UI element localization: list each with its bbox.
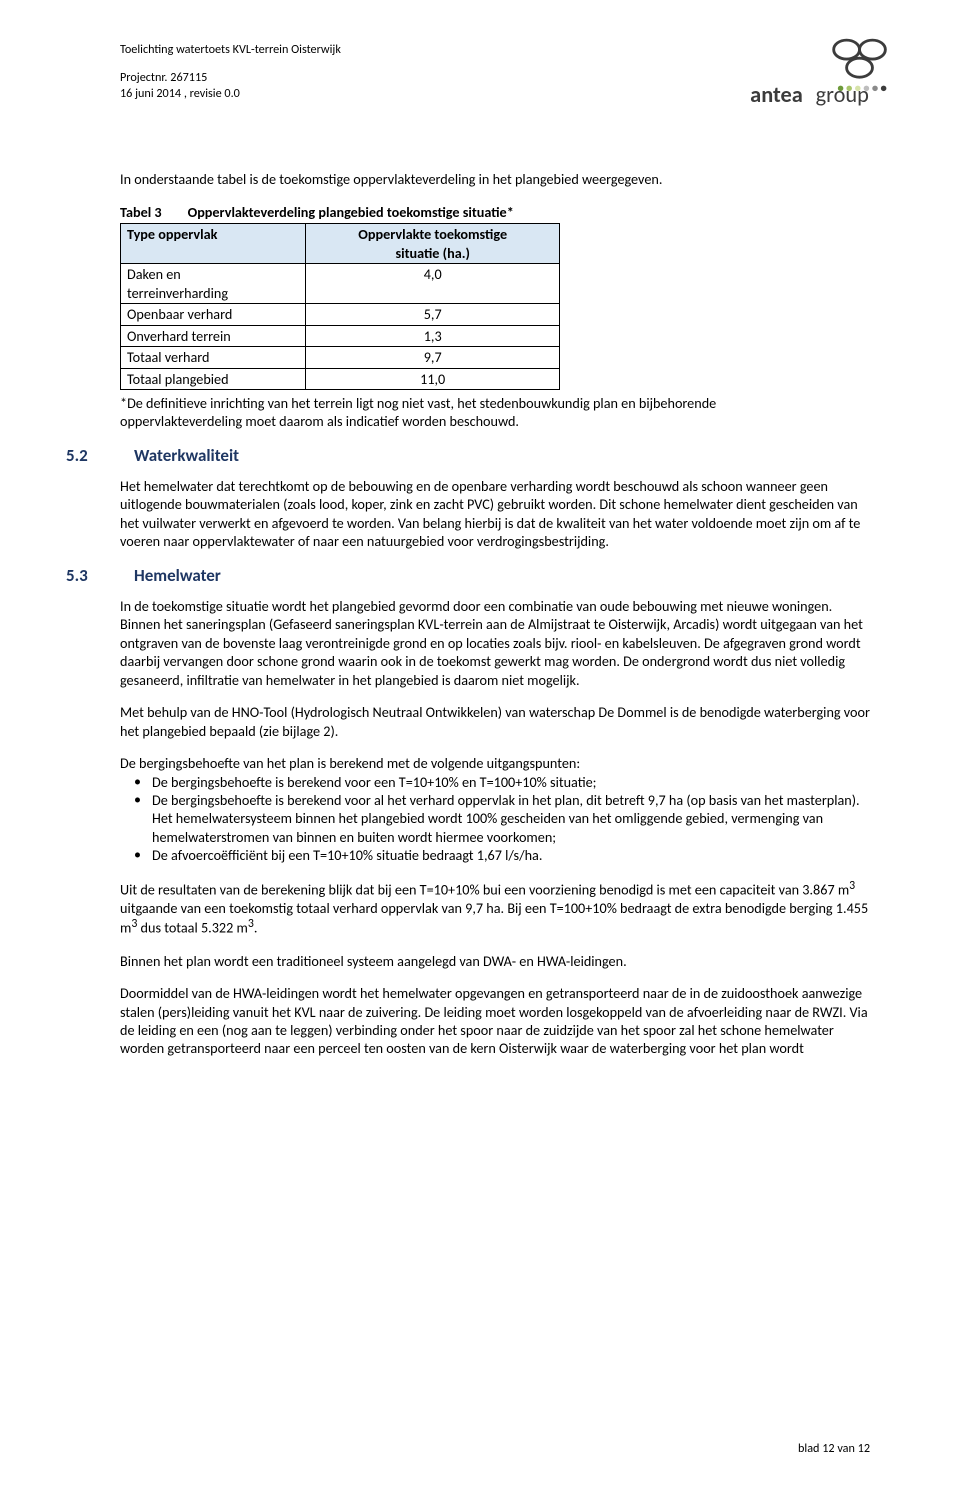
section-num: 5.3 bbox=[66, 565, 96, 587]
section-52-body: Het hemelwater dat terechtkomt op de beb… bbox=[120, 477, 870, 551]
bullet-item: De bergingsbehoefte is berekend voor al … bbox=[120, 791, 870, 846]
table-caption-label: Tabel 3 bbox=[120, 203, 162, 221]
table-caption: Tabel 3 Oppervlakteverdeling plangebied t… bbox=[120, 203, 870, 221]
table-header-col2-l1: Oppervlakte toekomstige bbox=[358, 225, 507, 243]
project-number: 267115 bbox=[170, 70, 207, 85]
table-cell-label: Openbaar verhard bbox=[121, 304, 306, 325]
surface-table: Type oppervlak Oppervlakte toekomstige s… bbox=[120, 223, 560, 390]
p4-sup1: 3 bbox=[849, 879, 855, 893]
table-header-col1: Type oppervlak bbox=[121, 224, 306, 264]
section-title: Hemelwater bbox=[134, 565, 221, 587]
table-cell-label: Daken en terreinverharding bbox=[121, 264, 306, 304]
section-53-p1: In de toekomstige situatie wordt het pla… bbox=[120, 597, 870, 689]
table-cell-value: 11,0 bbox=[306, 368, 560, 389]
table-cell-value: 9,7 bbox=[306, 347, 560, 368]
intro-paragraph: In onderstaande tabel is de toekomstige … bbox=[120, 170, 870, 188]
table-cell-value: 1,3 bbox=[306, 325, 560, 346]
project-label: Projectnr. bbox=[120, 70, 168, 85]
svg-text:group: group bbox=[816, 82, 869, 108]
p4-end: . bbox=[254, 919, 258, 937]
table-cell-label-l1: Daken en bbox=[127, 265, 181, 283]
table-cell-label: Onverhard terrein bbox=[121, 325, 306, 346]
logo: antea group bbox=[745, 36, 900, 112]
table-cell-label: Totaal verhard bbox=[121, 347, 306, 368]
section-53-p4: Uit de resultaten van de berekening blij… bbox=[120, 879, 870, 938]
section-title: Waterkwaliteit bbox=[134, 445, 239, 467]
section-num: 5.2 bbox=[66, 445, 96, 467]
table-header-col2-l2: situatie (ha.) bbox=[395, 244, 469, 262]
bullet-item: De bergingsbehoefte is berekend voor een… bbox=[120, 773, 870, 791]
doc-title: Toelichting watertoets KVL-terrein Oiste… bbox=[120, 42, 341, 58]
page-header: Toelichting watertoets KVL-terrein Oiste… bbox=[120, 42, 870, 112]
bullet-list: De bergingsbehoefte is berekend voor een… bbox=[120, 773, 870, 865]
section-53-p2: Met behulp van de HNO-Tool (Hydrologisch… bbox=[120, 703, 870, 740]
table-footnote: *De definitieve inrichting van het terre… bbox=[120, 394, 770, 431]
table-cell-value: 5,7 bbox=[306, 304, 560, 325]
table-header-col2: Oppervlakte toekomstige situatie (ha.) bbox=[306, 224, 560, 264]
doc-date: 16 juni 2014 , revisie 0.0 bbox=[120, 86, 240, 101]
table-cell-label: Totaal plangebied bbox=[121, 368, 306, 389]
svg-text:antea: antea bbox=[750, 82, 803, 108]
p4-pre: Uit de resultaten van de berekening blij… bbox=[120, 881, 849, 899]
page-number: blad 12 van 12 bbox=[798, 1441, 870, 1457]
section-53-p6: Doormiddel van de HWA-leidingen wordt he… bbox=[120, 984, 870, 1058]
section-heading-53: 5.3 Hemelwater bbox=[120, 565, 870, 587]
header-text-block: Toelichting watertoets KVL-terrein Oiste… bbox=[120, 42, 341, 102]
doc-meta: Projectnr. 267115 16 juni 2014 , revisie… bbox=[120, 70, 341, 102]
table-cell-value: 4,0 bbox=[306, 264, 560, 304]
table-caption-text: Oppervlakteverdeling plangebied toekomst… bbox=[188, 203, 514, 221]
p4-mid2: dus totaal 5.322 m bbox=[137, 919, 248, 937]
bullet-item: De afvoercoëfficiënt bij een T=10+10% si… bbox=[120, 846, 870, 864]
section-heading-52: 5.2 Waterkwaliteit bbox=[120, 445, 870, 467]
table-cell-label-l2: terreinverharding bbox=[127, 284, 228, 302]
section-53-p3-lead: De bergingsbehoefte van het plan is bere… bbox=[120, 754, 870, 772]
section-53-p5: Binnen het plan wordt een traditioneel s… bbox=[120, 952, 870, 970]
anteagroup-logo-icon: antea group bbox=[745, 36, 900, 108]
